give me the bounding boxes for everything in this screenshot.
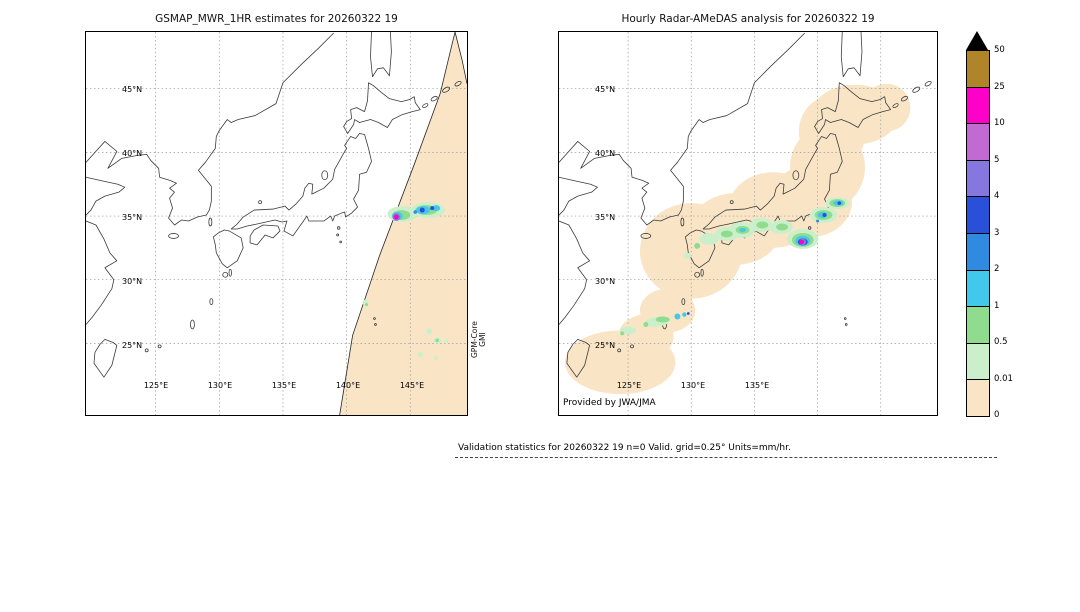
radar-coverage-area	[564, 83, 911, 395]
colorbar-segment	[967, 123, 989, 160]
colorbar-segments	[966, 50, 990, 417]
colorbar-tick-label: 0	[994, 410, 1000, 420]
radar-credit-label: Provided by JWA/JMA	[563, 398, 656, 408]
colorbar-tick-label: 5	[994, 154, 1000, 165]
colorbar-tick-label: 10	[994, 118, 1005, 128]
satellite-swath	[339, 32, 467, 415]
colorbar-segment	[967, 342, 989, 380]
satellite-swath-edges	[339, 32, 467, 415]
colorbar-tick-label: 4	[994, 191, 1000, 201]
validation-stats-text: Validation statistics for 20260322 19 n=…	[458, 443, 791, 453]
colorbar-segment	[967, 159, 989, 197]
colorbar-segment	[967, 232, 989, 270]
stats-divider-line	[455, 457, 997, 458]
colorbar-segment	[967, 51, 989, 87]
right-map-title: Hourly Radar-AMeDAS analysis for 2026032…	[621, 13, 875, 25]
colorbar-tick-label: 0.5	[994, 337, 1008, 347]
colorbar-tick-label: 2	[994, 264, 1000, 274]
colorbar-tick-label: 3	[994, 227, 1000, 238]
right-map-plot	[559, 32, 937, 415]
colorbar-overflow-triangle-icon	[966, 31, 988, 50]
colorbar-segment	[967, 86, 989, 124]
colorbar-segment	[967, 269, 989, 307]
colorbar-segment	[967, 379, 989, 416]
colorbar-tick-label: 1	[994, 300, 1000, 311]
colorbar-tick-label: 50	[994, 45, 1005, 55]
radar-precipitation	[620, 197, 850, 336]
left-map-plot	[86, 32, 467, 415]
gpm-source-label: GPM-Core GMI	[470, 321, 487, 358]
left-map-panel: 45°N 40°N 35°N 30°N 25°N 125°E 130°E 135°E 140°E…	[85, 31, 468, 416]
colorbar-labels: 50 25 10 5 4 3 2 1 0.5 0.01 0	[994, 45, 1034, 420]
precipitation-estimates	[362, 202, 449, 361]
colorbar-tick-label: 25	[994, 81, 1005, 92]
colorbar-segment	[967, 196, 989, 233]
gpm-source-line2: GMI	[478, 332, 487, 347]
right-map-panel: Provided by JWA/JMA 45°N 40°N 35°N 30°N 25°N…	[558, 31, 938, 416]
colorbar-segment	[967, 306, 989, 343]
colorbar-tick-label: 0.01	[994, 373, 1013, 384]
left-map-title: GSMAP_MWR_1HR estimates for 20260322 19	[155, 13, 398, 25]
